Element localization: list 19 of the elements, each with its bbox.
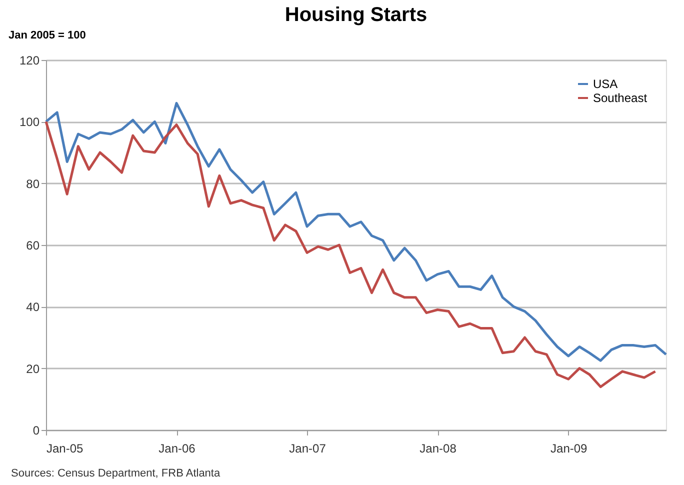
line-series (44, 102, 668, 362)
y-tick-label: 40 (26, 300, 40, 314)
y-tick-label: 0 (32, 424, 40, 438)
x-tick-label: Jan-06 (158, 442, 196, 456)
x-tick-label: Jan-08 (420, 442, 457, 456)
x-tick-label: Jan-07 (289, 442, 326, 456)
line-series (44, 120, 657, 388)
x-tick-label: Jan-05 (46, 442, 84, 456)
y-tick-label: 120 (19, 54, 40, 68)
y-tick-label: 60 (26, 238, 40, 252)
x-tick-label: Jan-09 (550, 442, 588, 456)
chart-title: Housing Starts (284, 4, 428, 26)
legend-label: USA (593, 77, 618, 91)
y-tick-label: 20 (26, 362, 40, 376)
y-axis-title: Jan 2005 = 100 (8, 30, 86, 42)
legend-label: Southeast (593, 91, 648, 105)
y-tick-label: 100 (19, 115, 40, 130)
source-note: Sources: Census Department, FRB Atlanta (11, 468, 221, 480)
y-tick-label: 80 (26, 176, 40, 191)
